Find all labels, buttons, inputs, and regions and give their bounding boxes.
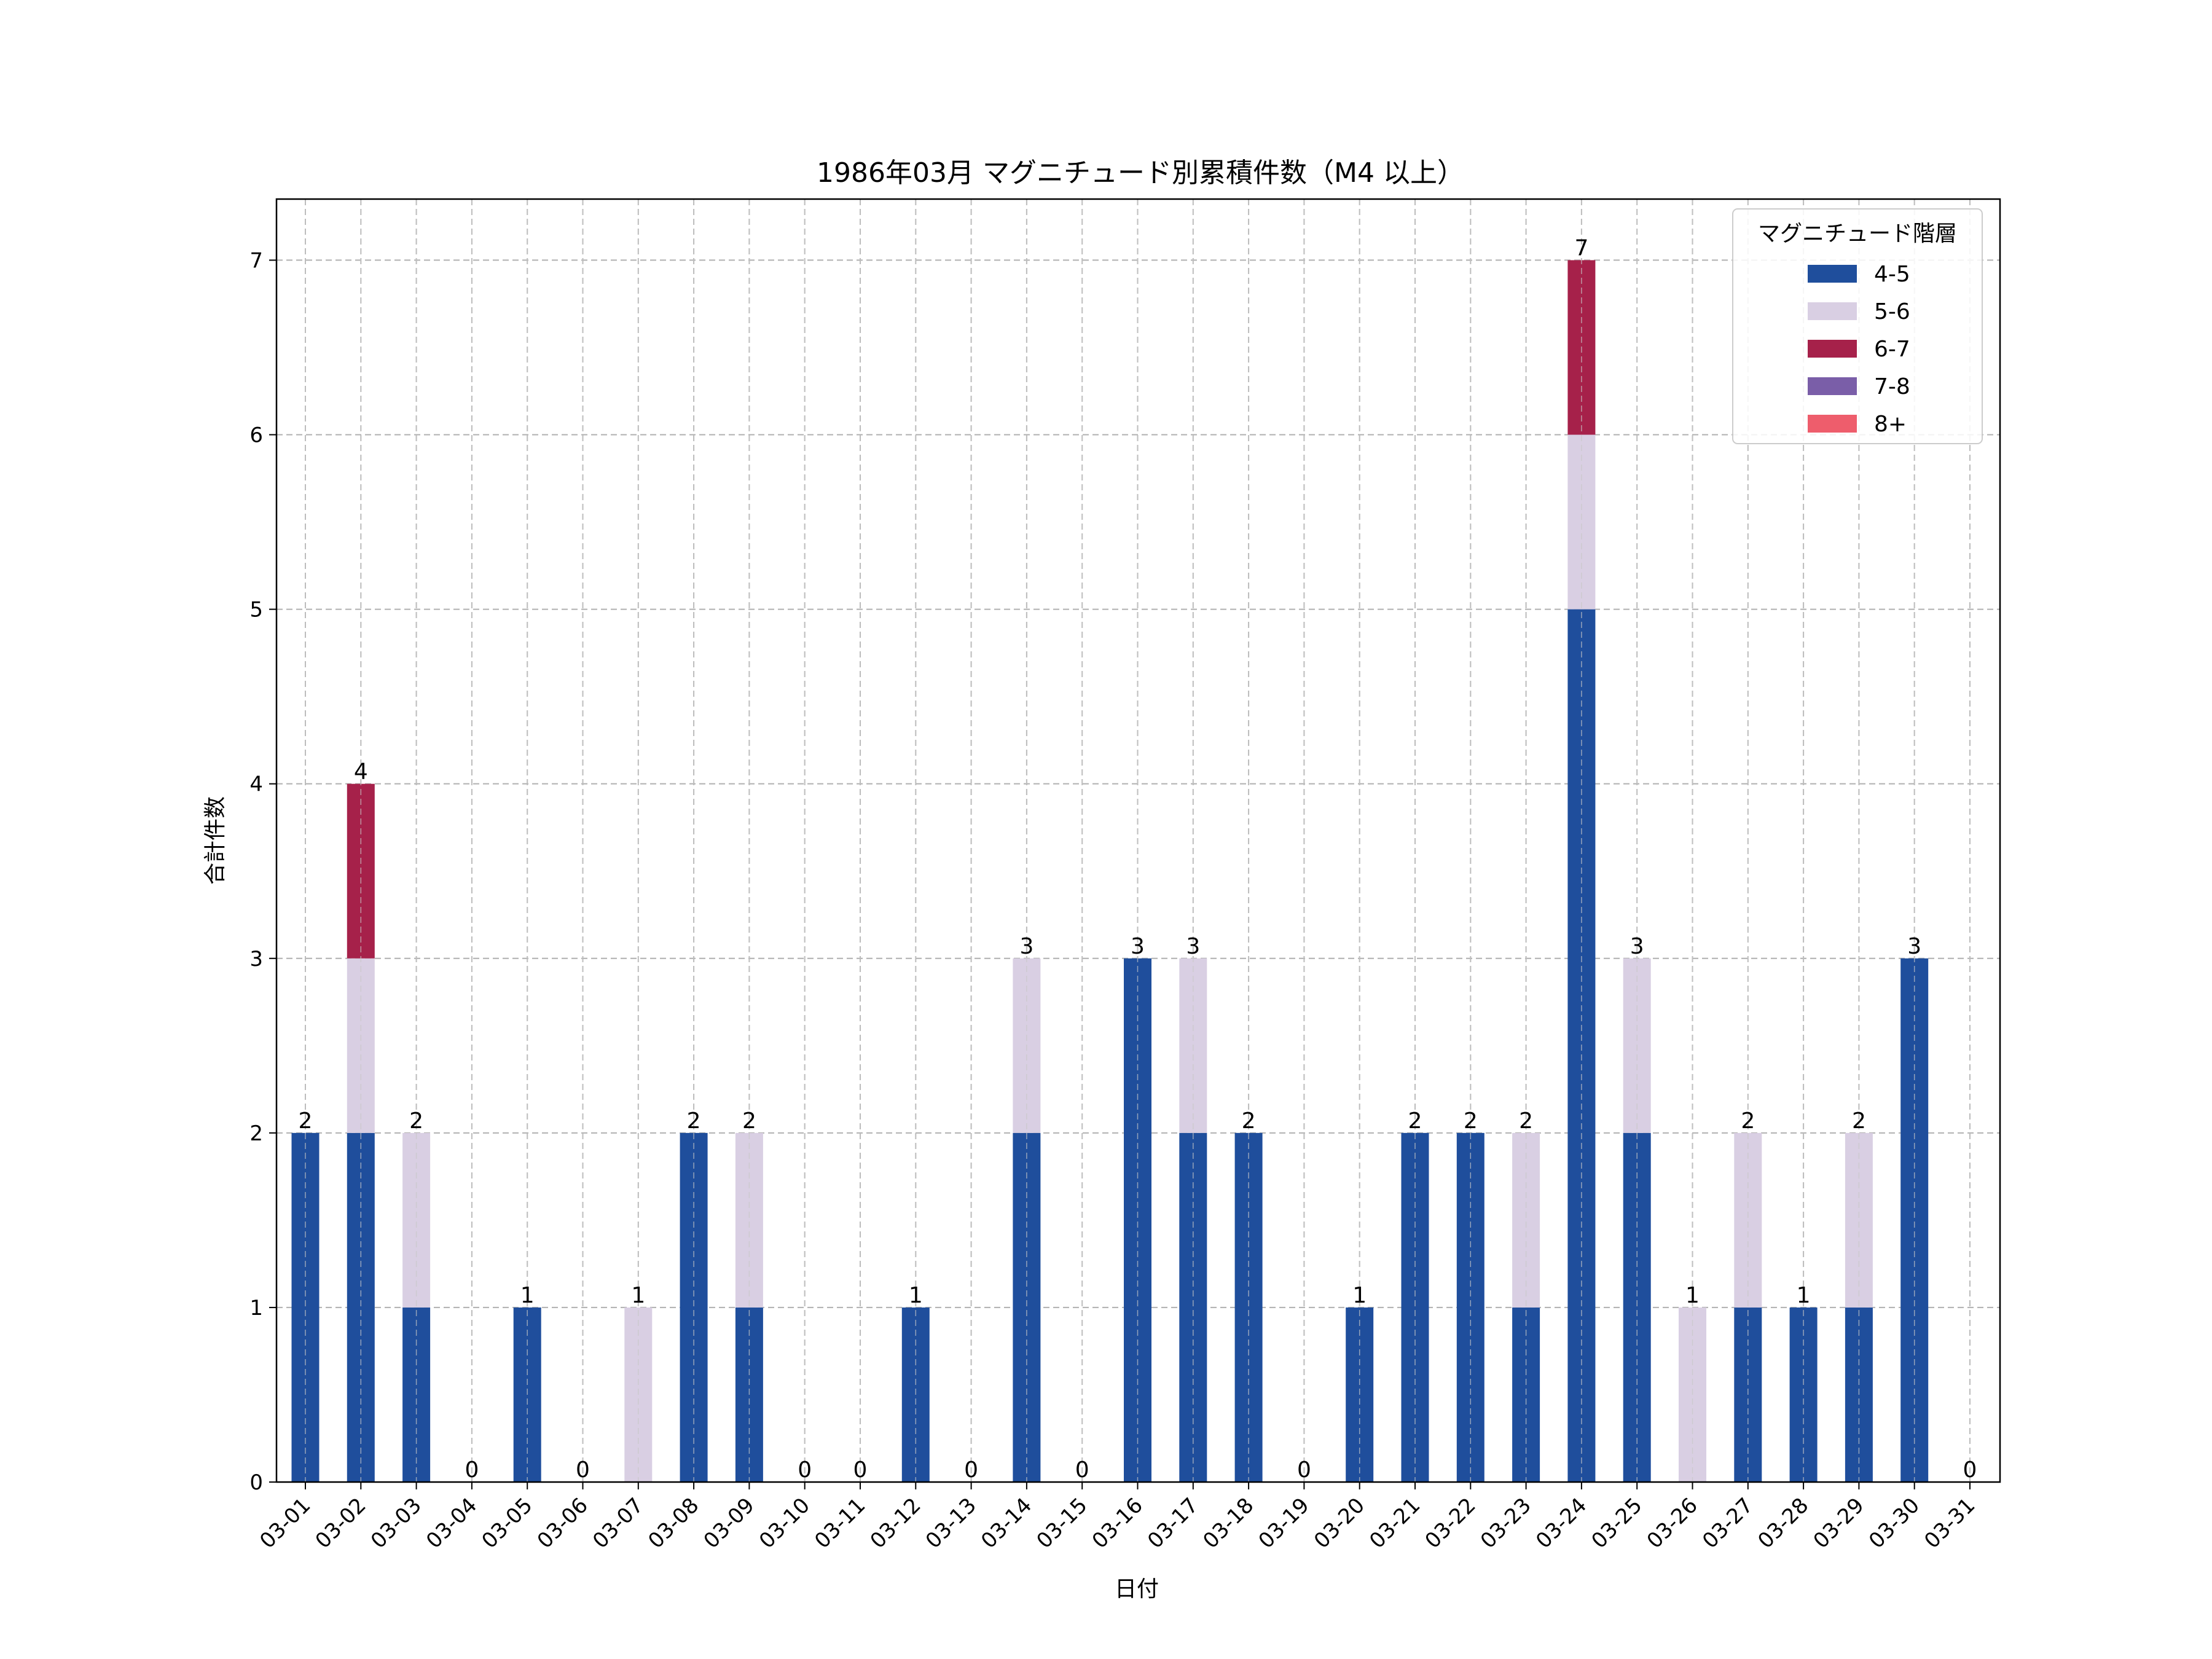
y-tick-label: 4 <box>249 772 263 797</box>
total-label: 3 <box>1131 934 1145 959</box>
bar-segment-5-6 <box>1512 1132 1540 1308</box>
total-label: 2 <box>299 1108 313 1134</box>
y-tick-label: 0 <box>249 1470 263 1495</box>
total-label: 2 <box>1242 1108 1256 1134</box>
total-label: 2 <box>409 1108 423 1134</box>
total-label: 1 <box>1797 1283 1811 1308</box>
total-label: 3 <box>1630 934 1644 959</box>
chart-title: 1986年03月 マグニチュード別累積件数（M4 以上） <box>817 157 1464 189</box>
total-label: 0 <box>964 1457 978 1483</box>
legend-swatch <box>1808 340 1857 358</box>
total-label: 1 <box>909 1283 923 1308</box>
total-label: 0 <box>576 1457 590 1483</box>
total-label: 0 <box>798 1457 812 1483</box>
legend-label: 7-8 <box>1874 374 1910 399</box>
total-label: 2 <box>1519 1108 1533 1134</box>
legend-swatch <box>1808 415 1857 433</box>
total-label: 1 <box>1685 1283 1700 1308</box>
data-labels: 2 4 2 0 1 0 1 2 2 0 0 1 0 3 0 3 3 2 0 1 2 2 2 7 3 1 2 1 2 3 0 <box>299 235 1977 1483</box>
legend: マグニチュード階層 4-5 5-6 6-7 7-8 8+ <box>1732 208 1983 444</box>
legend-label: 6-7 <box>1874 337 1910 362</box>
total-label: 0 <box>853 1457 868 1483</box>
legend-label: 5-6 <box>1874 299 1910 324</box>
y-tick-label: 3 <box>249 947 263 971</box>
y-tick-label: 6 <box>249 423 263 448</box>
y-tick-label: 1 <box>249 1296 263 1320</box>
total-label: 0 <box>465 1457 479 1483</box>
total-label: 3 <box>1019 934 1033 959</box>
bars <box>291 199 1971 1483</box>
y-axis-title: 合計件数 <box>203 796 228 885</box>
total-label: 2 <box>1464 1108 1478 1134</box>
legend-label: 8+ <box>1874 412 1907 437</box>
total-label: 3 <box>1186 934 1200 959</box>
bar-segment-5-6 <box>1734 1132 1762 1308</box>
total-label: 0 <box>1963 1457 1977 1483</box>
legend-label: 4-5 <box>1874 262 1910 287</box>
legend-swatch <box>1808 377 1857 395</box>
legend-title: マグニチュード階層 <box>1758 221 1957 246</box>
y-tick-label: 7 <box>249 248 263 273</box>
total-label: 0 <box>1297 1457 1311 1483</box>
legend-swatch <box>1808 265 1857 283</box>
bar-segment-5-6 <box>1567 434 1596 610</box>
total-label: 7 <box>1574 235 1588 261</box>
legend-items: 4-5 5-6 6-7 7-8 8+ <box>1808 262 1910 437</box>
total-label: 2 <box>1408 1108 1422 1134</box>
y-tick-label: 5 <box>249 598 263 622</box>
legend-swatch <box>1808 302 1857 320</box>
total-label: 2 <box>1852 1108 1866 1134</box>
y-tick-label: 2 <box>249 1121 263 1146</box>
total-label: 3 <box>1907 934 1921 959</box>
bar-segment-5-6 <box>735 1132 763 1308</box>
total-label: 1 <box>520 1283 535 1308</box>
total-label: 2 <box>742 1108 756 1134</box>
total-label: 1 <box>1352 1283 1367 1308</box>
bar-segment-5-6 <box>1845 1132 1873 1308</box>
bar-segment-5-6 <box>402 1132 431 1308</box>
legend-frame <box>1732 208 1983 444</box>
total-label: 1 <box>631 1283 645 1308</box>
total-label: 0 <box>1075 1457 1089 1483</box>
total-label: 2 <box>1741 1108 1755 1134</box>
x-axis-title: 日付 <box>1115 1577 1159 1602</box>
total-label: 4 <box>354 759 368 785</box>
y-axis: 0 1 2 3 4 5 6 7 <box>249 248 276 1495</box>
total-label: 2 <box>687 1108 701 1134</box>
